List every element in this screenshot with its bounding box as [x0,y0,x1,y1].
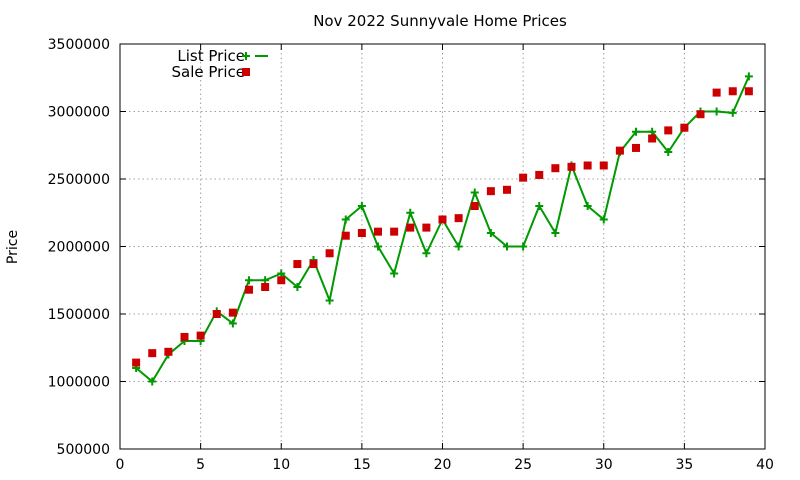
list-price-point [357,202,366,210]
sale-price-point [551,164,560,173]
x-tick-label: 35 [675,457,693,473]
legend-swatch-marker [242,52,250,60]
sale-price-point [486,187,495,196]
list-price-point [519,242,528,251]
list-price-point [390,269,399,278]
sale-price-point [406,223,415,232]
chart-title: Nov 2022 Sunnyvale Home Prices [313,12,567,30]
sale-price-point [390,227,399,236]
grid [120,44,765,449]
sale-price-point [712,88,721,97]
list-price-point [325,296,334,305]
sale-price-point [245,285,253,294]
sale-price-point [744,87,753,96]
sale-price-point [325,249,334,258]
sale-price-point [519,173,528,182]
sale-price-point [212,310,221,318]
sale-price-point [632,143,640,152]
series-sale-price [132,87,753,367]
sale-price-point [728,87,737,96]
sale-price-point [180,332,189,341]
y-tick-label: 2500000 [48,172,110,188]
sale-price-point [277,276,286,285]
sale-price-point [503,185,511,194]
sale-price-point [148,349,157,358]
x-tick-label: 25 [514,457,532,473]
list-price-point [486,229,495,237]
legend-swatch-marker [242,68,250,76]
y-tick-label: 1500000 [48,307,110,323]
list-price-point [422,249,431,258]
list-price-point [374,242,382,251]
sale-price-point [357,229,366,237]
legend-label: Sale Price [172,63,245,81]
x-tick-label: 20 [434,457,452,473]
sale-price-point [615,146,624,155]
list-price-point [664,148,673,156]
list-price-point [551,229,560,237]
sale-price-point [196,331,205,340]
series-group [132,72,753,386]
legend-label: List Price [177,47,245,65]
list-price-point [744,72,753,81]
list-price-point [148,377,157,386]
sale-price-point [438,215,447,224]
sale-price-point [696,110,705,119]
sale-price-point [341,231,350,240]
x-tick-label: 5 [196,457,205,473]
list-price-point [535,202,544,210]
list-price-point [470,188,479,197]
list-price-point [341,215,350,224]
list-price-point [632,127,640,136]
x-tick-label: 15 [353,457,371,473]
axes: 0 5 10 15 20 25 30 35 40 500000 1000000 1500000 2000… [48,37,774,473]
list-price-point [293,283,302,291]
list-price-point [712,107,721,116]
sale-price-point [648,134,657,143]
x-tick-label: 10 [272,457,290,473]
sale-price-point [454,214,463,223]
sale-price-point [664,126,673,135]
list-price-point [277,269,286,278]
y-tick-label: 3500000 [48,37,110,53]
y-tick-label: 2000000 [48,240,110,256]
list-price-point [599,215,608,224]
list-price-point [261,276,270,285]
sale-price-point [422,223,431,232]
list-price-point [728,108,737,117]
sale-price-point [535,170,544,179]
x-tick-label: 40 [756,457,774,473]
x-tick-label: 30 [595,457,613,473]
sale-price-point [132,358,141,367]
sale-price-point [309,260,318,269]
list-price-point [583,202,592,210]
list-price-point [454,242,463,251]
y-tick-label: 500000 [57,442,110,458]
list-price-point [503,242,511,251]
y-tick-label: 1000000 [48,375,110,391]
sale-price-point [164,347,173,356]
list-price-point [228,319,237,328]
sale-price-point [599,161,608,170]
sale-price-point [228,308,237,317]
y-tick-label: 3000000 [48,105,110,121]
list-price-point [245,276,253,285]
sale-price-point [374,227,382,236]
x-tick-label: 0 [116,457,125,473]
sale-price-point [680,123,689,132]
sale-price-point [293,260,302,269]
list-price-point [648,127,657,136]
sale-price-point [470,202,479,210]
sale-price-point [261,283,270,291]
sale-price-point [583,161,592,170]
list-price-point [406,208,415,217]
sale-price-point [567,162,576,171]
y-axis-label: Price [5,230,21,264]
